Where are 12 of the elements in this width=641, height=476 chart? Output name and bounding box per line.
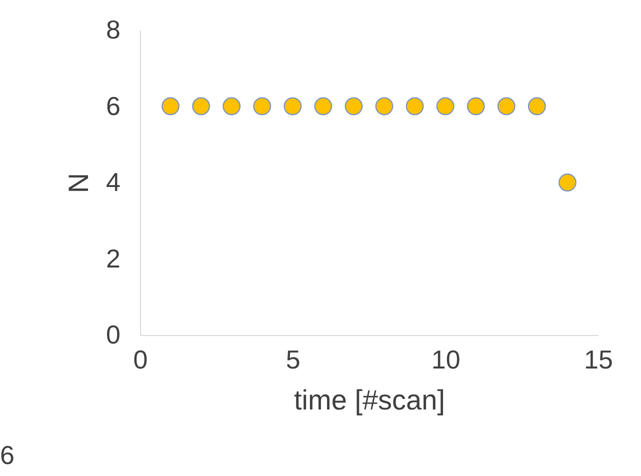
y-axis-title: N (63, 172, 94, 194)
x-tick-label: 0 (133, 344, 148, 374)
y-tick-label: 2 (106, 243, 120, 274)
text: 6 (0, 440, 14, 471)
y-tick-label: 8 (106, 14, 120, 44)
y-tick-label: 0 (106, 320, 120, 350)
y-tick-label: 4 (106, 167, 120, 197)
x-tick-label: 5 (286, 344, 300, 374)
y-tick-label: 6 (106, 90, 120, 121)
x-axis-title: time [#scan] (294, 384, 445, 416)
x-tick-label: 15 (584, 344, 613, 374)
x-tick-label: 10 (431, 344, 460, 374)
